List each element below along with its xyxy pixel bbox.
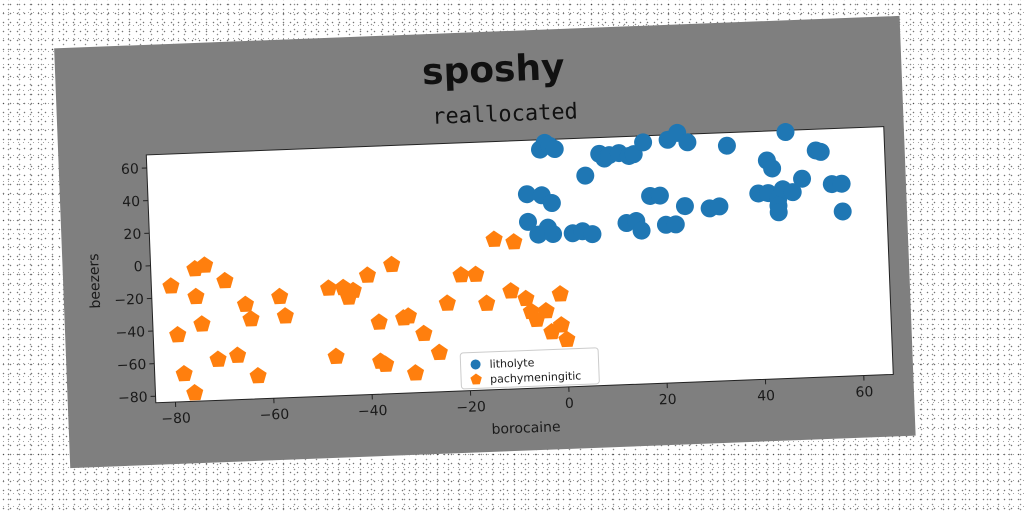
legend-box: [459, 347, 600, 390]
point-pachymeningitic: [271, 287, 289, 305]
y-tick-label: −60: [117, 357, 147, 374]
point-pachymeningitic: [370, 313, 388, 330]
point-litholyte: [717, 136, 736, 155]
x-axis-label: borocaine: [491, 419, 561, 438]
point-pachymeningitic: [452, 266, 470, 283]
point-litholyte: [632, 221, 651, 240]
point-pachymeningitic: [438, 294, 456, 311]
legend-marker-litholyte: [470, 359, 481, 370]
point-litholyte: [763, 159, 782, 178]
y-axis-label: beezers: [86, 253, 104, 309]
point-litholyte: [517, 185, 536, 204]
legend-label-litholyte: litholyte: [489, 356, 534, 371]
y-tick-label: 40: [122, 194, 140, 211]
point-pachymeningitic: [196, 256, 214, 273]
point-litholyte: [634, 133, 653, 152]
point-litholyte: [783, 183, 802, 202]
point-litholyte: [793, 169, 812, 188]
point-pachymeningitic: [467, 265, 485, 282]
point-litholyte: [650, 186, 669, 205]
y-axis: −80 −60 −40 −20 0 20 40 60: [114, 161, 156, 407]
point-litholyte: [675, 197, 694, 216]
point-pachymeningitic: [276, 307, 294, 324]
point-pachymeningitic: [242, 310, 260, 327]
point-pachymeningitic: [415, 324, 433, 342]
point-litholyte: [518, 212, 537, 231]
point-pachymeningitic: [162, 277, 180, 294]
point-litholyte: [678, 133, 697, 152]
y-tick-label: −40: [115, 324, 145, 341]
legend-marker-pachymeningitic: [470, 373, 482, 385]
y-tick-label: −80: [118, 390, 148, 407]
point-litholyte: [811, 142, 830, 161]
point-pachymeningitic: [358, 266, 376, 283]
point-litholyte: [542, 194, 561, 213]
y-tick-label: 0: [133, 259, 143, 275]
point-litholyte: [710, 197, 729, 216]
x-tick-label: −40: [358, 403, 388, 420]
point-pachymeningitic: [399, 307, 417, 324]
point-pachymeningitic: [505, 233, 523, 250]
point-pachymeningitic: [327, 347, 345, 365]
point-pachymeningitic: [558, 330, 576, 348]
point-pachymeningitic: [551, 285, 569, 302]
point-pachymeningitic: [383, 255, 401, 273]
point-pachymeningitic: [320, 279, 338, 296]
point-pachymeningitic: [209, 350, 227, 368]
x-tick-label: −60: [259, 407, 289, 424]
y-tick-label: 20: [123, 227, 141, 244]
point-pachymeningitic: [229, 346, 247, 363]
point-pachymeningitic: [430, 343, 448, 361]
point-pachymeningitic: [537, 302, 555, 319]
point-litholyte: [544, 225, 563, 244]
point-litholyte: [666, 215, 685, 234]
point-litholyte: [832, 174, 851, 193]
chart-title: sposhy: [421, 47, 565, 93]
point-pachymeningitic: [377, 355, 395, 372]
y-tick-label: 60: [121, 161, 139, 178]
point-litholyte: [833, 202, 852, 221]
x-tick-label: 40: [757, 388, 775, 405]
point-pachymeningitic: [187, 287, 205, 305]
point-litholyte: [545, 140, 564, 159]
x-tick-label: 20: [659, 392, 677, 409]
x-axis: −80 −60 −40 −20 0 20 40 60: [161, 375, 874, 428]
legend-label-pachymeningitic: pachymeningitic: [490, 369, 582, 385]
chart-subtitle: reallocated: [432, 99, 579, 130]
point-litholyte: [769, 203, 788, 222]
point-pachymeningitic: [169, 325, 187, 343]
point-pachymeningitic: [406, 364, 425, 381]
point-pachymeningitic: [478, 294, 496, 311]
x-tick-label: 0: [565, 396, 575, 412]
point-litholyte: [583, 225, 602, 244]
point-pachymeningitic: [216, 271, 234, 289]
data-points: [162, 123, 852, 401]
point-pachymeningitic: [552, 316, 570, 333]
point-pachymeningitic: [193, 315, 211, 332]
point-litholyte: [576, 166, 595, 185]
x-tick-label: 60: [855, 384, 873, 401]
point-pachymeningitic: [175, 364, 193, 382]
point-pachymeningitic: [249, 367, 267, 384]
point-pachymeningitic: [344, 281, 362, 299]
point-pachymeningitic: [517, 289, 535, 307]
y-tick-label: −20: [114, 292, 144, 309]
point-litholyte: [776, 123, 795, 142]
point-pachymeningitic: [502, 282, 520, 299]
point-pachymeningitic: [485, 230, 503, 248]
point-pachymeningitic: [236, 295, 254, 313]
x-tick-label: −20: [456, 399, 486, 416]
figure: sposhy reallocated −80 −60 −40 −20 0 20 40 60 −…: [54, 15, 916, 469]
point-pachymeningitic: [186, 384, 204, 401]
plot-area: [145, 126, 894, 404]
x-tick-label: −80: [161, 410, 191, 427]
